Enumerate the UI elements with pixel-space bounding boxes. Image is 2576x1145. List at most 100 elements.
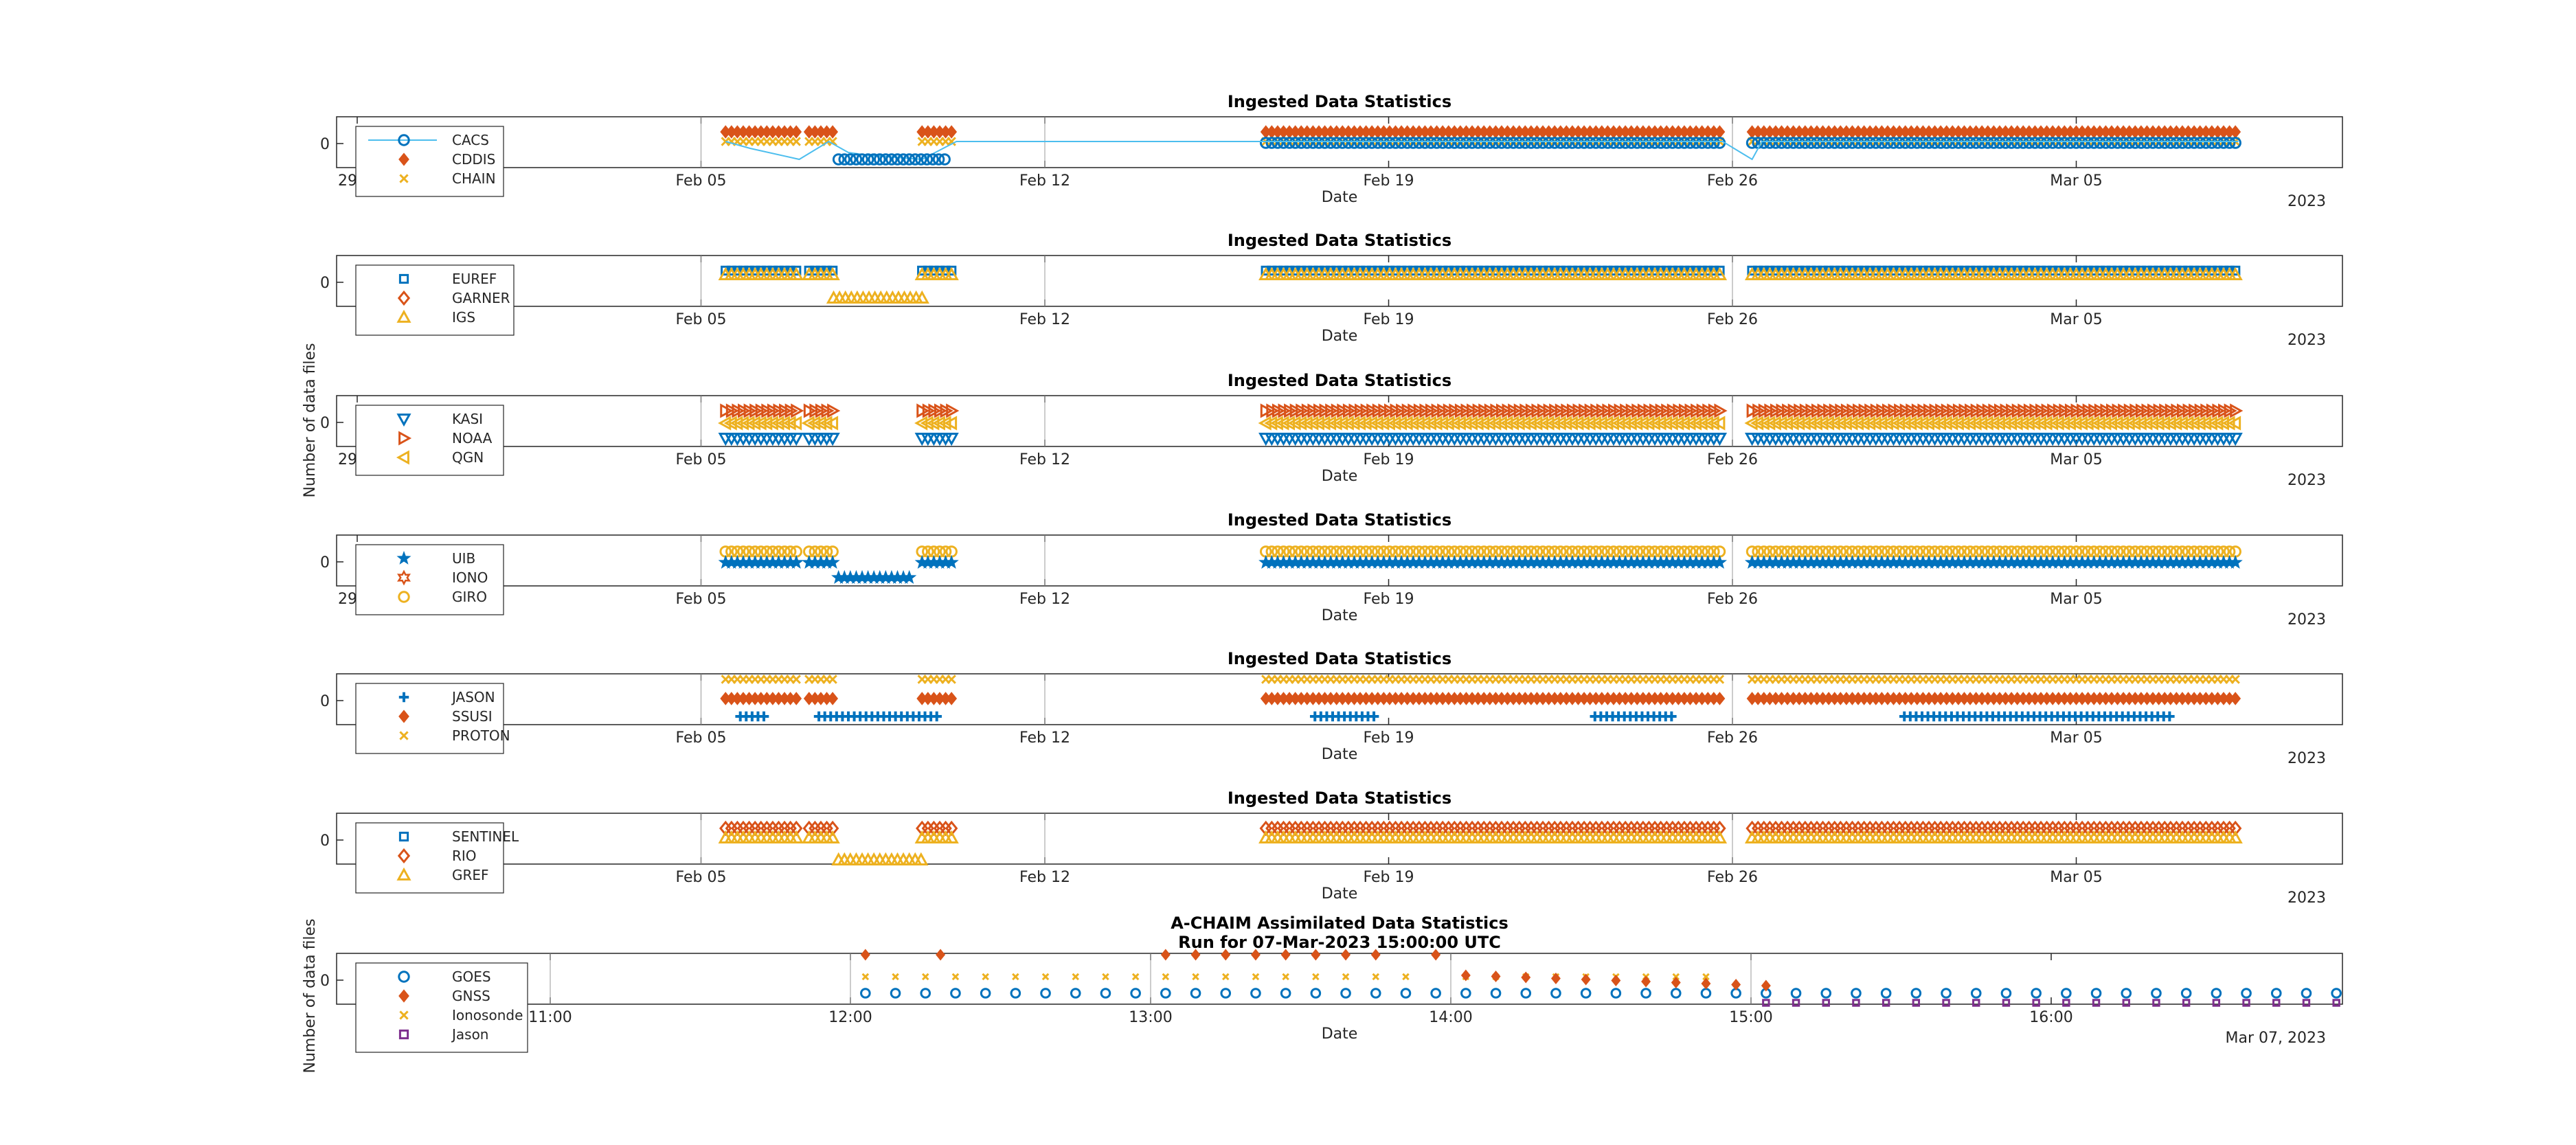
- data-point: [1448, 137, 1461, 149]
- x-year-label: 2023: [2287, 332, 2326, 349]
- data-point: [819, 416, 833, 431]
- data-point: [1601, 137, 1614, 149]
- data-point: [1277, 137, 1290, 149]
- legend: KASI NOAA QGN: [355, 405, 504, 476]
- data-point: [2030, 265, 2040, 276]
- data-point: [1467, 265, 1478, 276]
- legend-marker: [398, 591, 410, 603]
- data-point: [789, 830, 804, 843]
- data-point: [1782, 265, 1793, 276]
- legend-marker: [398, 152, 409, 166]
- data-point: [2053, 265, 2064, 276]
- data-point: [1852, 137, 1864, 149]
- data-point: [810, 265, 820, 276]
- legend-marker: [398, 1029, 409, 1040]
- legend-label: IONO: [452, 569, 488, 586]
- legend-label: GOES: [452, 968, 491, 985]
- jason-point: [2332, 999, 2340, 1007]
- data-point: [1432, 265, 1442, 276]
- data-point: [1261, 265, 1271, 276]
- ionosonde-point: [1221, 973, 1230, 981]
- data-point: [1799, 137, 1811, 149]
- data-point: [2230, 674, 2240, 684]
- data-point: [2147, 265, 2158, 276]
- legend-box: [355, 405, 504, 476]
- legend-label: CHAIN: [452, 170, 496, 187]
- data-point: [1811, 265, 1822, 276]
- data-point: [1585, 265, 1595, 276]
- data-point: [1530, 137, 1544, 149]
- data-point: [1654, 137, 1667, 149]
- data-point: [915, 153, 927, 166]
- data-point: [1644, 265, 1654, 276]
- legend-label: EUREF: [452, 271, 497, 287]
- x-tick-label: 29: [338, 451, 357, 468]
- legend-box: [355, 962, 528, 1053]
- goes-point: [1010, 988, 1021, 999]
- data-point: [1573, 265, 1583, 276]
- x-tick-label: Feb 12: [1019, 591, 1070, 608]
- data-point: [838, 153, 851, 166]
- data-point: [1753, 265, 1763, 276]
- data-point: [2017, 137, 2030, 149]
- jason-point: [2032, 999, 2040, 1007]
- x-tick-label: Mar 05: [2050, 311, 2103, 328]
- goes-point: [1670, 988, 1682, 999]
- data-point: [1952, 137, 1965, 149]
- data-point: [1507, 137, 1519, 149]
- data-point: [1513, 137, 1526, 149]
- data-point: [2088, 137, 2101, 149]
- data-point: [927, 153, 939, 166]
- goes-point: [1160, 988, 1171, 999]
- data-point: [1443, 265, 1454, 276]
- data-point: [1917, 137, 1930, 149]
- x-tick-label: Feb 12: [1019, 869, 1070, 886]
- data-point: [1520, 265, 1530, 276]
- data-point: [1882, 265, 1893, 276]
- data-point: [2011, 137, 2024, 149]
- data-point: [2200, 137, 2213, 149]
- data-point: [1296, 265, 1307, 276]
- goes-point: [2331, 988, 2342, 999]
- goes-point: [950, 988, 961, 999]
- gnss-point: [1431, 949, 1441, 961]
- ionosonde-point: [1162, 973, 1170, 981]
- data-point: [1781, 137, 1794, 149]
- data-point: [1666, 137, 1679, 149]
- legend-label: KASI: [452, 411, 483, 427]
- chart-title: Ingested Data Statistics: [1228, 371, 1451, 390]
- data-point: [1703, 265, 1713, 276]
- x-tick-label: Feb 26: [1707, 729, 1758, 747]
- data-point: [1395, 137, 1408, 149]
- goes-point: [1820, 988, 1832, 999]
- x-axis-label: Date: [1322, 746, 1358, 763]
- data-point: [1828, 137, 1841, 149]
- data-point: [1859, 265, 1869, 276]
- data-point: [762, 265, 772, 276]
- legend-box: [355, 544, 504, 615]
- data-point: [1847, 265, 1857, 276]
- data-point: [1590, 137, 1603, 149]
- data-point: [1965, 265, 1976, 276]
- chart-panel-5: Ingested Data Statistics 0 Feb 05 Feb 12 Feb…: [320, 649, 2343, 767]
- gnss-point: [1190, 949, 1201, 961]
- ionosonde-point: [982, 973, 989, 981]
- jason-point: [1822, 999, 1830, 1007]
- legend-label: JASON: [451, 689, 495, 705]
- data-point: [1684, 137, 1697, 149]
- data-point: [1947, 265, 1958, 276]
- goes-point: [1040, 988, 1051, 999]
- data-point: [1419, 137, 1432, 149]
- data-point: [827, 692, 839, 705]
- data-point: [1508, 265, 1519, 276]
- chart-panel-3: Ingested Data Statistics 0 29 Feb 05 Feb 12 F…: [320, 371, 2343, 489]
- data-point: [767, 265, 778, 276]
- legend-marker: [397, 569, 411, 586]
- data-point: [1712, 416, 1726, 431]
- data-point: [1603, 265, 1613, 276]
- data-point: [1708, 137, 1720, 149]
- data-point: [1572, 137, 1585, 149]
- data-point: [2070, 137, 2083, 149]
- data-point: [2193, 137, 2206, 149]
